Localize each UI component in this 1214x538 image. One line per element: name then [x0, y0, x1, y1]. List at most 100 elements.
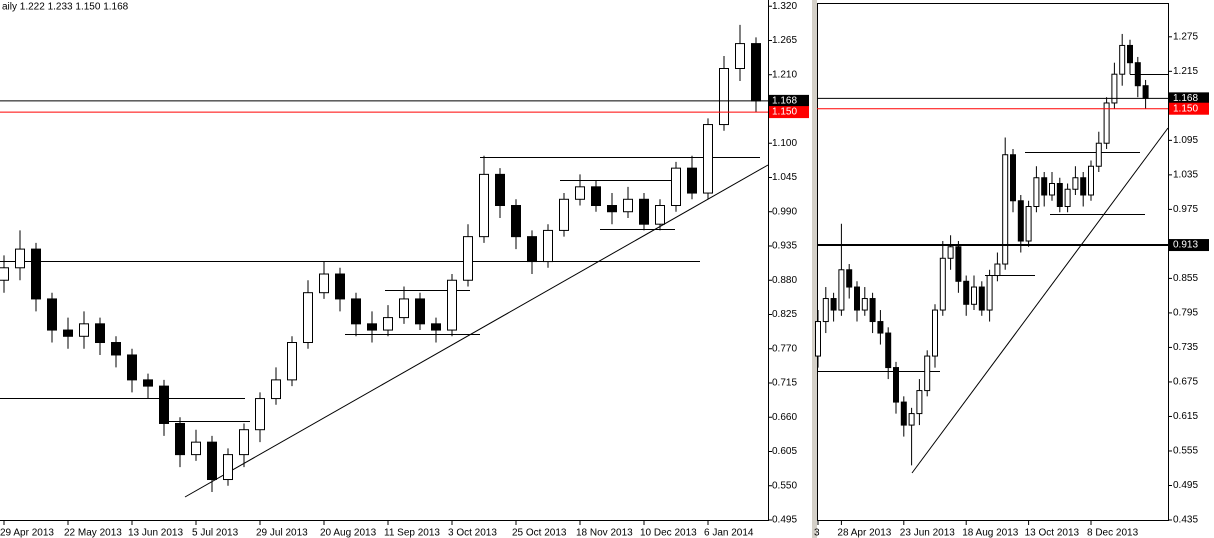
candle-body [751, 43, 761, 102]
candle-body [63, 329, 73, 337]
candle-body [271, 379, 281, 400]
candle-body [846, 269, 853, 288]
y-tick-label: 0.795 [1173, 308, 1198, 319]
candle-body [1010, 154, 1016, 202]
y-tick-label: 0.715 [772, 378, 797, 389]
candle-body [79, 323, 89, 337]
candle-body [479, 173, 489, 238]
candle-body [947, 246, 954, 259]
y-tick-label: 1.210 [772, 69, 797, 80]
price-label: 1.150 [1173, 103, 1198, 114]
x-tick-label: 8 Dec 2013 [1087, 528, 1139, 538]
candle-body [916, 390, 923, 415]
x-tick-label: 29 Jul 2013 [256, 528, 308, 538]
candle-body [1025, 206, 1032, 242]
candle-body [1134, 62, 1141, 87]
candle-body [994, 263, 1001, 277]
candle-body [127, 354, 137, 381]
candle-body [861, 298, 868, 311]
candle-body [431, 323, 441, 331]
price-label-box [1169, 92, 1209, 105]
candle-body [1072, 177, 1079, 190]
y-tick-label: 0.555 [1173, 446, 1198, 457]
candle-body [303, 292, 313, 344]
candle-body [399, 298, 409, 319]
candle-body [559, 198, 569, 231]
candle-body [319, 273, 329, 294]
candle-body [575, 186, 585, 200]
x-tick-label: 28 Apr 2013 [837, 528, 891, 538]
candle-body [1119, 44, 1126, 75]
y-tick-label: 1.095 [1173, 135, 1198, 146]
candle-body [1056, 182, 1063, 208]
drawings [0, 74, 1169, 498]
x-tick-label: 10 Dec 2013 [640, 528, 697, 538]
candle-body [885, 332, 892, 369]
candle-body [1142, 85, 1149, 99]
candle-body [447, 279, 457, 331]
candle-body [607, 205, 617, 213]
candle-body [1095, 142, 1102, 167]
candle-body [223, 454, 233, 481]
candle-body [735, 43, 745, 70]
candle-body [1002, 154, 1009, 265]
x-tick-label: 11 Sep 2013 [384, 528, 440, 538]
y-tick-label: 0.495 [772, 515, 797, 526]
x-tick-label: 29 Apr 2013 [0, 528, 54, 538]
y-tick-label: 0.855 [1173, 273, 1198, 284]
candle-body [383, 317, 393, 331]
candle-body [822, 298, 829, 323]
candle-body [143, 379, 153, 387]
candle-body [1033, 177, 1040, 208]
candle-body [963, 280, 970, 305]
y-tick-label: 1.265 [772, 35, 797, 46]
candle-body [908, 413, 915, 426]
candle-body [511, 205, 521, 238]
y-tick-label: 0.935 [772, 241, 797, 252]
candle-body [924, 355, 931, 392]
right-plot-frame [817, 3, 1169, 521]
candle-body [1017, 200, 1024, 242]
x-tick-label: 5 Jul 2013 [192, 528, 239, 538]
y-tick-label: 0.735 [1173, 342, 1198, 353]
candle-body [1088, 165, 1094, 196]
price-label-box [1169, 102, 1209, 115]
y-tick-label: 1.100 [772, 138, 797, 149]
candle-body [687, 167, 697, 194]
candle-body [15, 248, 25, 269]
candle-body [719, 68, 729, 126]
candle-body [655, 205, 665, 225]
chart-title: aily 1.222 1.233 1.150 1.168 [2, 2, 129, 13]
y-tick-label: 0.825 [772, 309, 797, 320]
candle-body [1127, 44, 1133, 64]
candle-body [239, 429, 249, 456]
y-tick-label: 0.615 [1173, 411, 1198, 422]
candle-body [287, 342, 297, 381]
x-tick-label: 13 Jun 2013 [128, 528, 183, 538]
candle-body [671, 167, 681, 207]
x-tick-label: 23 Jun 2013 [900, 528, 955, 538]
candle-body [367, 323, 377, 331]
candle-body [639, 198, 649, 225]
trendline [911, 127, 1169, 474]
candle-body [31, 248, 41, 300]
candle-body [175, 422, 185, 456]
x-tick-label: 3 Oct 2013 [448, 528, 497, 538]
candle-body [415, 298, 425, 325]
x-tick-label: 13 Oct 2013 [1025, 528, 1080, 538]
candle-body [703, 124, 713, 194]
candle-body [159, 385, 169, 424]
candle-body [978, 286, 985, 311]
x-tick-label: 18 Nov 2013 [576, 528, 633, 538]
y-tick-label: 0.550 [772, 480, 797, 491]
price-label: 1.150 [772, 107, 797, 118]
candle-body [0, 267, 9, 281]
candle-body [854, 286, 860, 311]
candle-body [932, 309, 938, 357]
y-tick-label: 0.660 [772, 412, 797, 423]
candle-body [1111, 73, 1118, 104]
candle-body [986, 275, 993, 311]
